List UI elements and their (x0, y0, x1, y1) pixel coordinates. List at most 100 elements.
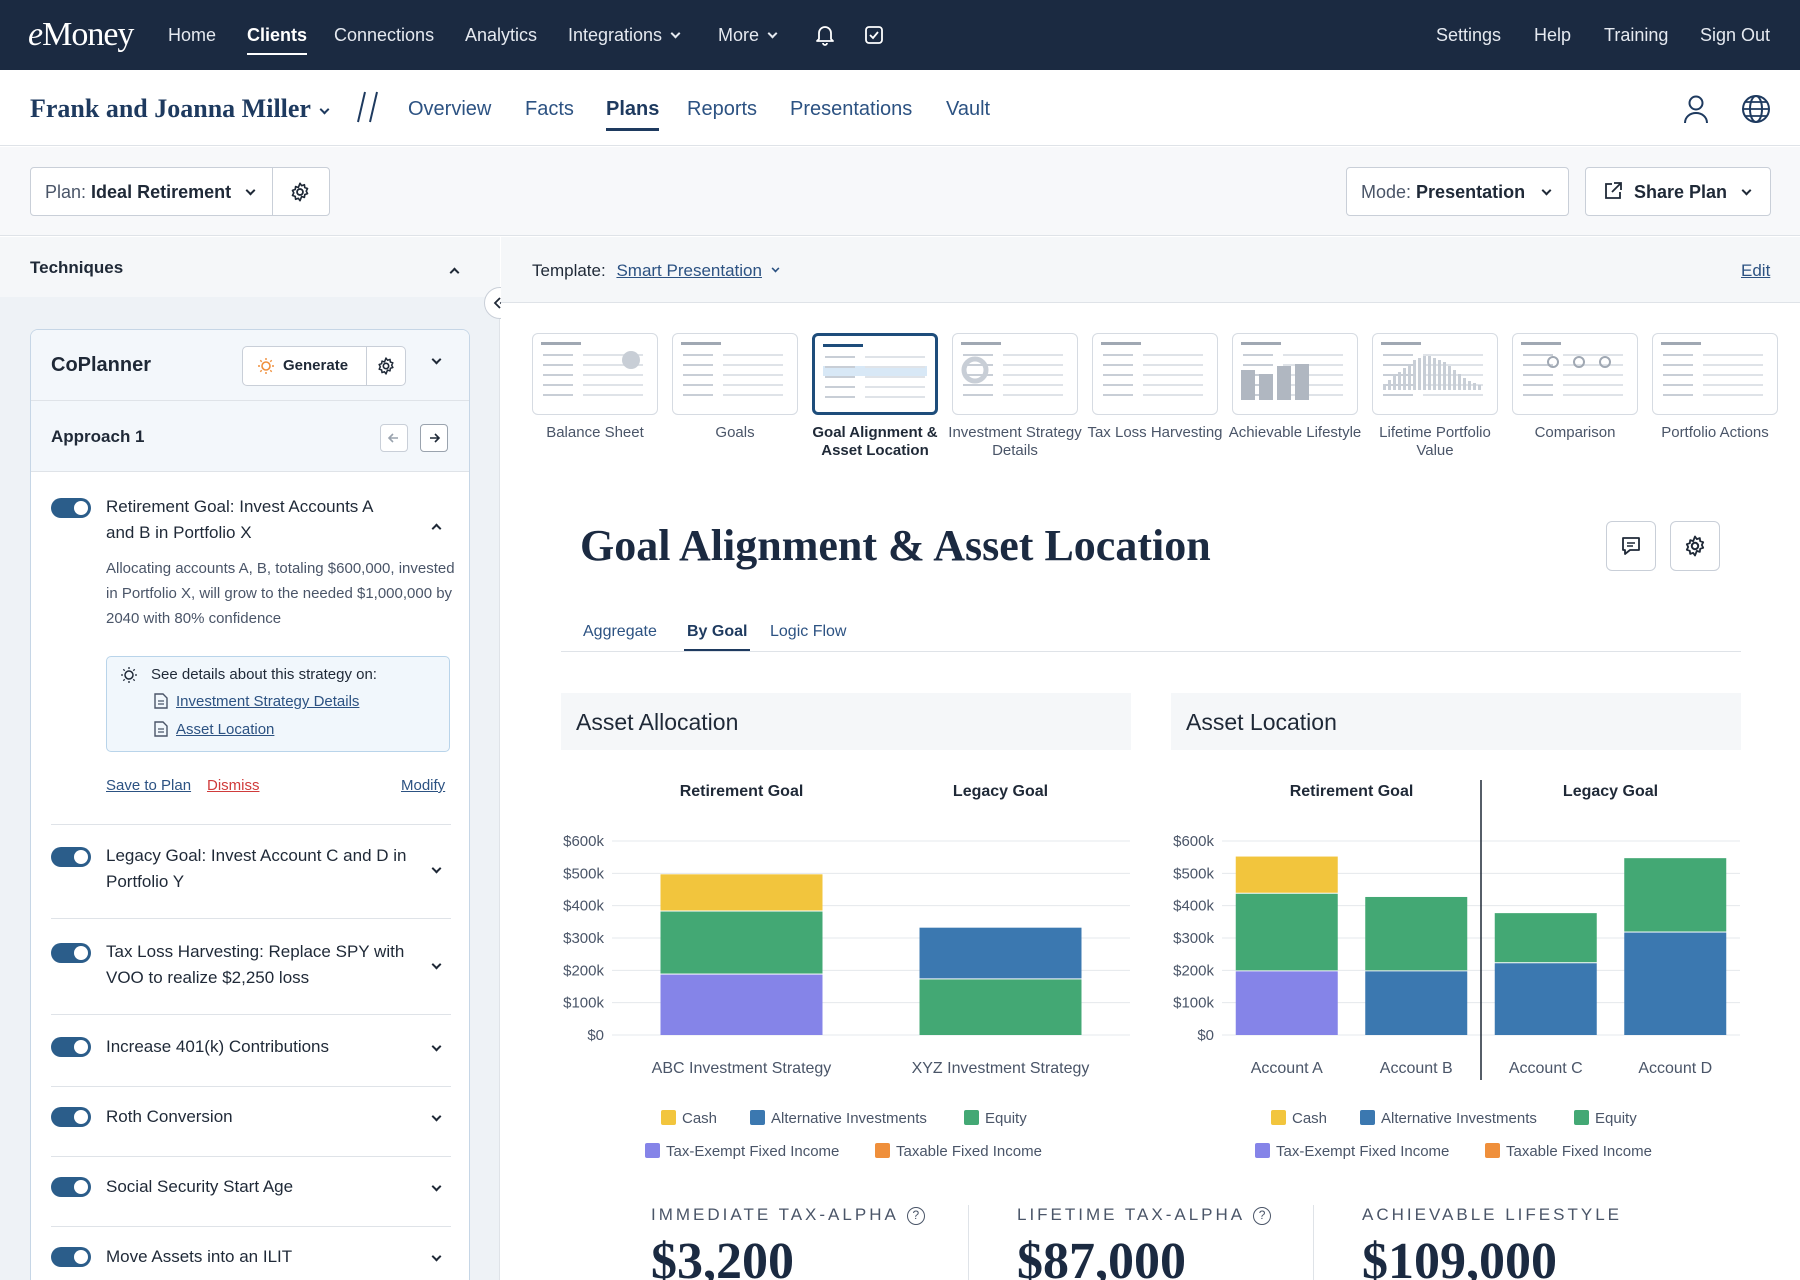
help-icon[interactable]: ? (1253, 1207, 1272, 1225)
tab-vault[interactable]: Vault (946, 98, 991, 120)
nav-help[interactable]: Help (1534, 25, 1572, 45)
investment-strategy-details-link[interactable]: Investment Strategy Details (176, 693, 360, 710)
globe-icon[interactable] (1741, 94, 1771, 124)
chevron-down-icon[interactable] (431, 863, 442, 881)
swatch-cash (1271, 1110, 1286, 1125)
chevron-down-icon[interactable] (431, 959, 442, 977)
swatch-cash (661, 1110, 676, 1125)
comment-icon (1622, 537, 1640, 555)
generate-button[interactable]: Generate (283, 357, 349, 374)
share-plan-button[interactable] (1585, 167, 1771, 216)
chevron-down-icon[interactable] (431, 1041, 442, 1059)
y-tick-label: $0 (1197, 1027, 1214, 1044)
thumbnail-goal-alignment-asset-location[interactable] (812, 333, 938, 415)
increase-401k-toggle[interactable] (51, 1037, 91, 1057)
thumbnail-investment-strategy-details[interactable] (952, 333, 1078, 415)
chevron-down-icon[interactable] (431, 1251, 442, 1269)
asset-location-link[interactable]: Asset Location (176, 721, 275, 738)
techniques-header[interactable] (0, 237, 500, 297)
nav-training[interactable]: Training (1604, 25, 1669, 45)
plan-settings-gear-icon[interactable] (289, 181, 311, 203)
chevron-down-icon[interactable] (431, 1111, 442, 1129)
retirement-goal-title: Retirement Goal: Invest Accounts A and B… (106, 497, 373, 542)
thumbnail-balance-sheet[interactable] (532, 333, 658, 415)
thumbnail-goals[interactable] (672, 333, 798, 415)
nav-integrations[interactable]: Integrations (568, 25, 681, 46)
coplanner-settings-gear-icon[interactable] (376, 356, 396, 376)
external-link-icon (1603, 181, 1623, 201)
swatch-alternative-investments (750, 1110, 765, 1125)
chevron-down-icon[interactable] (431, 1181, 442, 1199)
roth-conversion-toggle[interactable] (51, 1107, 91, 1127)
legend-cash: Cash (661, 1110, 717, 1127)
divider (51, 1086, 451, 1087)
tab-reports[interactable]: Reports (687, 98, 758, 120)
nav-sign-out[interactable]: Sign Out (1700, 25, 1771, 45)
bell-icon[interactable] (815, 24, 835, 46)
thumbnail-tax-loss-harvesting[interactable] (1092, 333, 1218, 415)
ilit-toggle[interactable] (51, 1247, 91, 1267)
tab-facts[interactable]: Facts (525, 98, 574, 120)
chevron-up-icon[interactable] (449, 262, 460, 280)
thumbnail-lifetime-portfolio-value[interactable] (1372, 333, 1498, 415)
comment-button[interactable] (1606, 521, 1656, 571)
y-tick-label: $300k (563, 930, 604, 947)
template-selector[interactable]: Template: Smart Presentation (532, 261, 780, 281)
bar-segment (1494, 963, 1597, 1035)
thumbnail-comparison[interactable] (1512, 333, 1638, 415)
retirement-goal-toggle[interactable] (51, 498, 91, 518)
save-to-plan-link[interactable]: Save to Plan (106, 777, 192, 794)
emoney-logo[interactable]: eMoney (28, 16, 134, 53)
tab-presentations[interactable]: Presentations (790, 98, 913, 120)
subtab-by-goal[interactable]: By Goal (683, 623, 751, 651)
client-name-dropdown[interactable]: Frank and Joanna Miller (30, 94, 330, 124)
nav-connections[interactable]: Connections (334, 25, 435, 45)
y-tick-label: $0 (587, 1027, 604, 1044)
plan-selector[interactable] (30, 167, 330, 216)
bar-segment (1365, 971, 1468, 1035)
nav-settings[interactable]: Settings (1436, 25, 1502, 45)
chevron-up-icon[interactable] (431, 518, 442, 536)
client-name: Frank and Joanna Miller (30, 94, 311, 123)
nav-analytics[interactable]: Analytics (465, 25, 538, 45)
social-security-title: Social Security Start Age (106, 1177, 294, 1196)
nav-home[interactable]: Home (168, 25, 217, 45)
page-settings-button[interactable] (1670, 521, 1720, 571)
chevron-down-icon[interactable] (431, 354, 442, 372)
edit-template-link[interactable]: Edit (1741, 261, 1771, 280)
divider (272, 167, 273, 216)
kpi-lifetime-tax-alpha-value: $87,000 (1017, 1233, 1186, 1280)
user-icon[interactable] (1682, 94, 1710, 124)
chevron-down-icon (771, 264, 780, 273)
subtab-logic-flow[interactable]: Logic Flow (770, 623, 847, 640)
thumbnail-label-lifetime-portfolio-value: Lifetime Portfolio Value (1379, 424, 1491, 459)
mode-selector[interactable] (1346, 167, 1569, 216)
nav-more[interactable]: More (718, 25, 778, 46)
thumbnail-portfolio-actions[interactable] (1652, 333, 1778, 415)
ilit-title: Move Assets into an ILIT (106, 1247, 293, 1266)
legacy-goal-toggle[interactable] (51, 847, 91, 867)
modify-link[interactable]: Modify (401, 777, 446, 794)
y-tick-label: $100k (1173, 995, 1214, 1012)
nav-clients[interactable]: Clients (247, 25, 308, 55)
arrow-right-icon (430, 433, 441, 443)
bar-segment (1235, 856, 1338, 893)
social-security-toggle[interactable] (51, 1177, 91, 1197)
y-tick-label: $100k (563, 995, 604, 1012)
thumbnail-label-achievable-lifestyle: Achievable Lifestyle (1228, 424, 1362, 441)
tax-loss-harvesting-toggle[interactable] (51, 943, 91, 963)
subtab-aggregate[interactable]: Aggregate (583, 623, 657, 640)
tab-plans[interactable]: Plans (606, 98, 660, 131)
divider (51, 824, 451, 825)
bar-segment (919, 927, 1082, 979)
help-icon[interactable]: ? (906, 1207, 925, 1225)
bar-segment (660, 911, 823, 974)
tab-overview[interactable]: Overview (408, 98, 492, 120)
document-icon (154, 693, 168, 709)
next-approach-button[interactable] (420, 424, 448, 452)
dismiss-link[interactable]: Dismiss (207, 777, 260, 794)
swatch-taxable (875, 1143, 890, 1158)
thumbnail-achievable-lifestyle[interactable] (1232, 333, 1358, 415)
previous-approach-button[interactable] (380, 424, 408, 452)
task-checkbox-icon[interactable] (864, 25, 884, 45)
